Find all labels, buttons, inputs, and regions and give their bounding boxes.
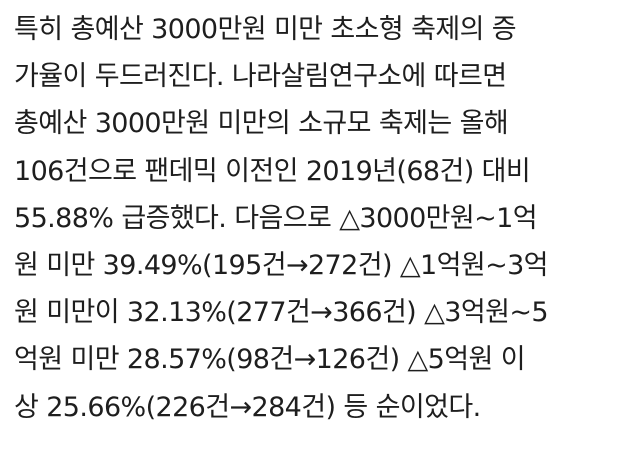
text-line: 106건으로 팬데믹 이전인 2019년(68건) 대비: [14, 155, 531, 187]
text-line: 원 미만이 32.13%(277건→366건) △3억원~5: [14, 297, 549, 329]
text-line: 억원 미만 28.57%(98건→126건) △5억원 이: [14, 344, 526, 376]
text-line: 55.88% 급증했다. 다음으로 △3000만원~1억: [14, 202, 538, 234]
text-line: 상 25.66%(226건→284건) 등 순이었다.: [14, 391, 481, 423]
text-line: 원 미만 39.49%(195건→272건) △1억원~3억: [14, 250, 549, 282]
article-paragraph: 특히 총예산 3000만원 미만 초소형 축제의 증 가율이 두드러진다. 나라…: [14, 14, 549, 423]
text-line: 특히 총예산 3000만원 미만 초소형 축제의 증: [14, 14, 517, 45]
text-line: 총예산 3000만원 미만의 소규모 축제는 올해: [14, 108, 509, 140]
text-line: 가율이 두드러진다. 나라살림연구소에 따르면: [14, 61, 507, 93]
